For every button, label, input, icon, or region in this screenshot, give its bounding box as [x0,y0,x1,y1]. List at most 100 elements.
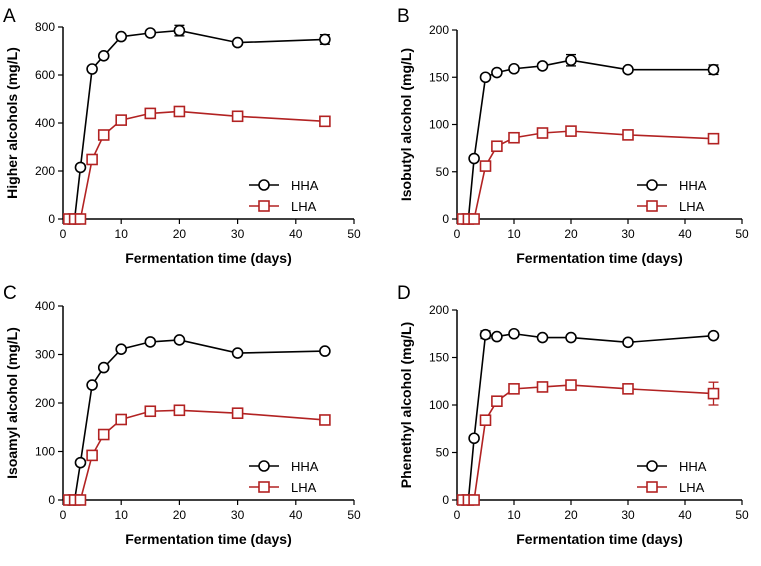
y-axis-title: Phenethyl alcohol (mg/L) [398,322,414,488]
legend-marker [258,460,270,472]
data-point-hha [536,331,549,344]
legend-label: HHA [679,178,707,193]
y-tick-label: 200 [429,303,449,317]
legend-marker [258,200,270,212]
data-point-hha [173,334,186,346]
data-point-hha [479,71,492,84]
data-point-hha [144,27,157,39]
x-tick-label: 30 [231,508,245,522]
data-point-lha [319,414,331,426]
x-tick-label: 50 [735,227,749,241]
y-tick-label: 150 [429,351,449,365]
data-point-hha [707,329,720,342]
data-point-lha [468,494,480,506]
data-point-hha [491,330,503,343]
series-line-hha [462,332,714,501]
data-point-hha [622,336,634,349]
x-tick-label: 40 [289,508,303,522]
data-point-hha [468,432,480,445]
panel-label: B [397,6,410,27]
x-tick-label: 50 [347,227,361,241]
x-tick-label: 20 [173,508,187,522]
x-tick-label: 0 [454,227,461,241]
legend-marker [646,481,658,493]
y-tick-label: 50 [436,446,450,460]
y-tick-label: 600 [35,68,55,82]
data-point-lha [97,428,110,441]
data-point-lha [97,129,110,141]
legend-label: LHA [291,199,317,214]
data-point-lha [479,160,492,172]
data-point-lha [491,140,503,153]
x-tick-label: 20 [173,227,187,241]
data-point-hha [173,24,186,37]
panel-label: A [3,6,16,27]
data-point-hha [86,379,98,391]
x-axis-title: Fermentation time (days) [125,250,291,266]
data-point-hha [74,161,87,174]
y-tick-label: 200 [35,396,55,410]
data-point-lha [479,414,492,427]
x-tick-label: 0 [60,227,67,241]
y-tick-label: 0 [48,493,55,507]
data-point-lha [491,395,503,408]
series-hha [456,53,720,225]
data-point-lha [536,381,549,393]
data-point-lha [115,413,127,426]
y-tick-label: 800 [35,20,55,34]
x-tick-label: 50 [347,508,361,522]
data-point-hha [231,347,244,359]
data-point-lha [231,407,244,419]
data-point-hha [97,49,110,62]
chart-panel-d: D 0 10 20 30 40 50 0 50 100 150 200 Fermentation tim… [397,283,749,547]
series-line-lha [68,409,325,501]
y-tick-label: 100 [429,398,449,412]
data-point-hha [508,327,520,340]
data-point-hha [74,456,87,469]
chart-panel-a: A 0 10 20 30 40 50 0 200 400 600 800 Fermentation ti… [3,6,361,266]
y-tick-label: 150 [429,70,449,84]
x-tick-label: 0 [454,508,461,522]
data-point-lha [565,379,577,391]
legend-label: LHA [679,480,705,495]
legend-marker [258,481,270,493]
legend-label: HHA [291,459,319,474]
y-axis-title: Isoamyl alcohol (mg/L) [4,327,20,479]
data-point-lha [144,107,157,120]
data-point-lha [74,213,87,225]
data-point-lha [115,114,127,126]
data-point-hha [115,343,127,355]
x-tick-label: 10 [507,508,521,522]
legend-label: LHA [679,199,705,214]
data-point-hha [231,36,244,49]
y-tick-label: 50 [436,165,450,179]
x-tick-label: 30 [621,227,635,241]
x-axis-title: Fermentation time (days) [125,531,291,547]
x-axis-title: Fermentation time (days) [516,531,682,547]
x-tick-label: 40 [678,508,692,522]
data-point-lha [86,153,98,166]
data-point-hha [115,30,127,43]
data-point-lha [536,127,549,139]
y-tick-label: 100 [429,118,449,132]
data-point-lha [622,383,634,395]
legend: HHA LHA [249,178,319,214]
data-point-lha [508,131,520,144]
data-point-lha [319,115,331,128]
x-tick-label: 20 [564,227,578,241]
data-point-lha [86,449,98,462]
y-tick-label: 100 [35,445,55,459]
data-point-lha [173,105,186,118]
y-axis-title: Higher alcohols (mg/L) [4,47,20,199]
legend-label: HHA [679,459,707,474]
x-tick-label: 10 [115,508,129,522]
series-hha [456,327,720,506]
y-tick-label: 0 [48,212,55,226]
data-point-hha [468,152,480,165]
data-point-lha [508,383,520,395]
chart-panel-c: C 0 10 20 30 40 50 0 100 200 300 400 Fermentation ti… [3,283,361,547]
x-tick-label: 30 [621,508,635,522]
legend-marker [258,179,270,191]
